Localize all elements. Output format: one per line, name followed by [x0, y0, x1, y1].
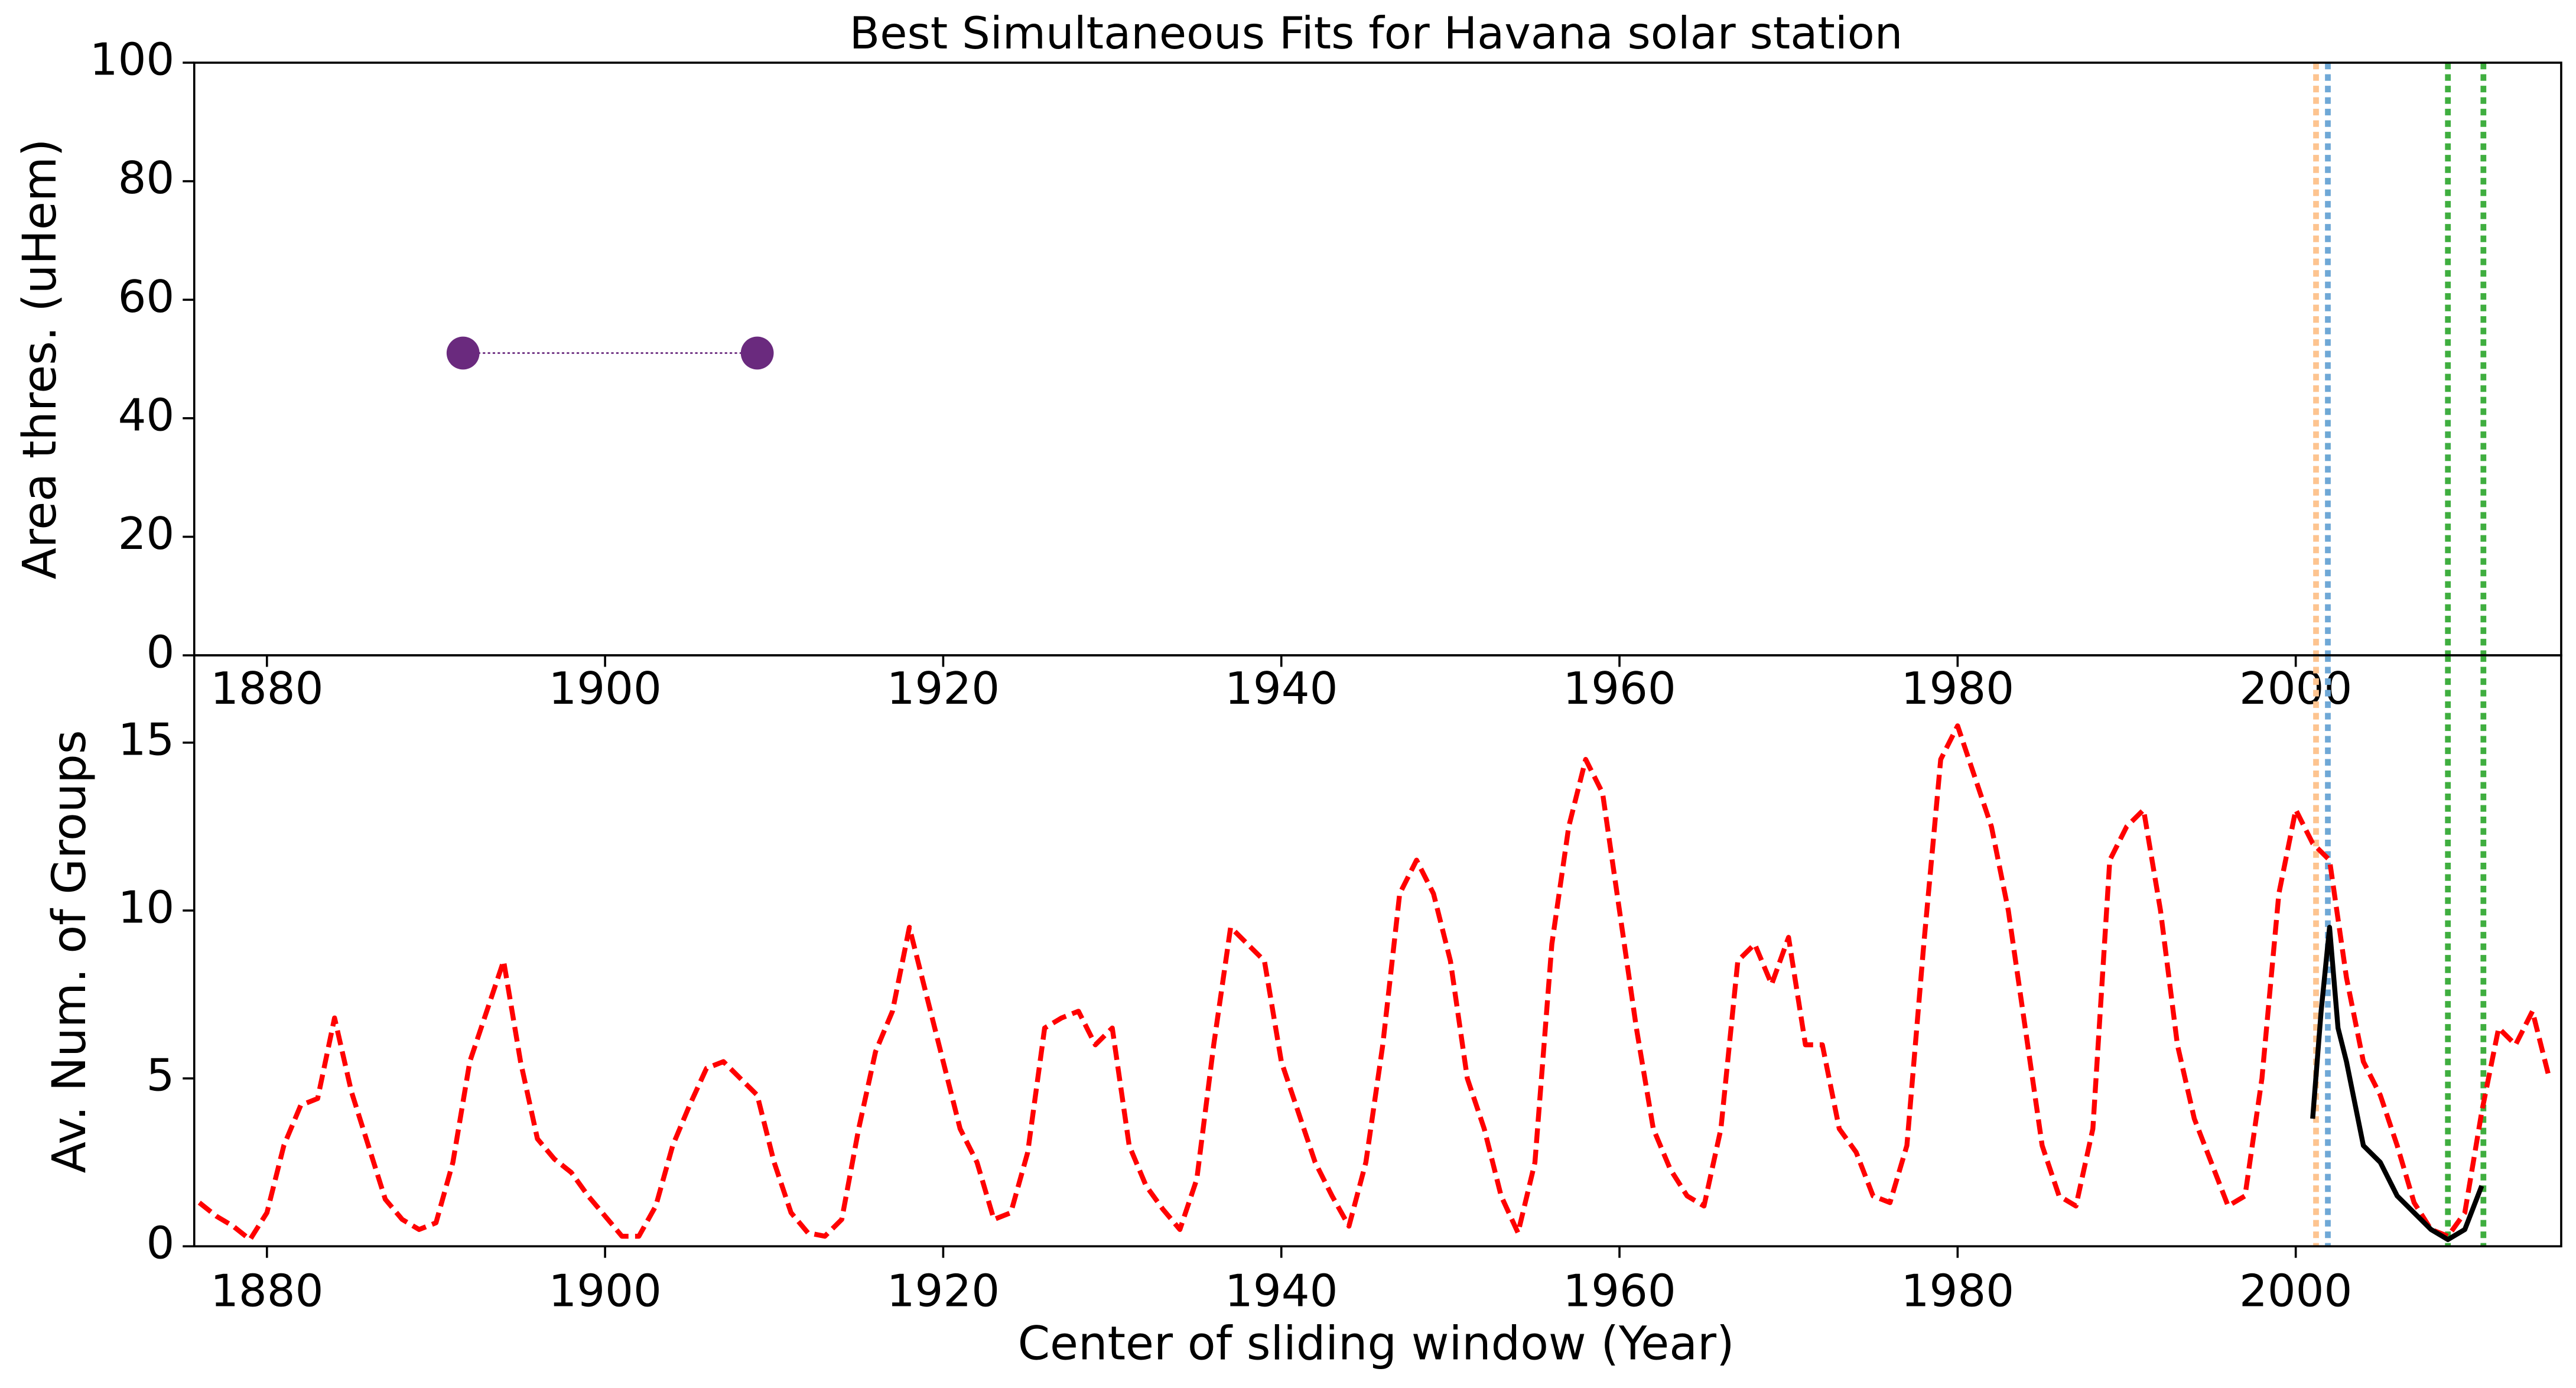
chart-title: Best Simultaneous Fits for Havana solar …	[850, 7, 1903, 59]
x-tick-label: 1980	[1901, 662, 2014, 714]
plot-frame	[193, 654, 2562, 1247]
x-tick-label: 1960	[1563, 662, 1676, 714]
y-tick-label: 60	[118, 271, 175, 323]
x-tick-label: 1900	[548, 1265, 661, 1317]
y-tick-label: 0	[146, 626, 174, 678]
point	[446, 336, 480, 370]
y-tick-label: 10	[118, 881, 175, 933]
x-tick-label: 1880	[210, 662, 323, 714]
data-line	[2310, 925, 2484, 1242]
y-tick-label: 15	[118, 713, 175, 765]
point	[740, 336, 774, 370]
y-tick-label: 80	[118, 152, 175, 204]
y-tick-label: 0	[146, 1217, 174, 1269]
y-tick-label: 40	[118, 389, 175, 441]
x-tick-label: 1980	[1901, 1265, 2014, 1317]
y-axis-label: Area thres. (uHem)	[14, 139, 67, 580]
y-tick-label: 100	[90, 34, 175, 86]
x-axis-label: Center of sliding window (Year)	[1018, 1318, 1735, 1371]
x-tick-label: 2000	[2239, 1265, 2352, 1317]
y-tick-label: 5	[146, 1049, 174, 1101]
x-tick-label: 1960	[1563, 1265, 1676, 1317]
x-tick-label: 1900	[548, 662, 661, 714]
y-tick-label: 20	[118, 508, 175, 560]
x-tick-label: 1920	[887, 662, 1000, 714]
y-axis-label: Av. Num. of Groups	[43, 730, 96, 1174]
x-tick-label: 1880	[210, 1265, 323, 1317]
x-tick-label: 2000	[2239, 662, 2352, 714]
x-tick-label: 1920	[887, 1265, 1000, 1317]
x-tick-label: 1940	[1225, 662, 1338, 714]
plot-frame	[193, 61, 2562, 656]
data-line	[197, 723, 2552, 1242]
x-tick-label: 1940	[1225, 1265, 1338, 1317]
